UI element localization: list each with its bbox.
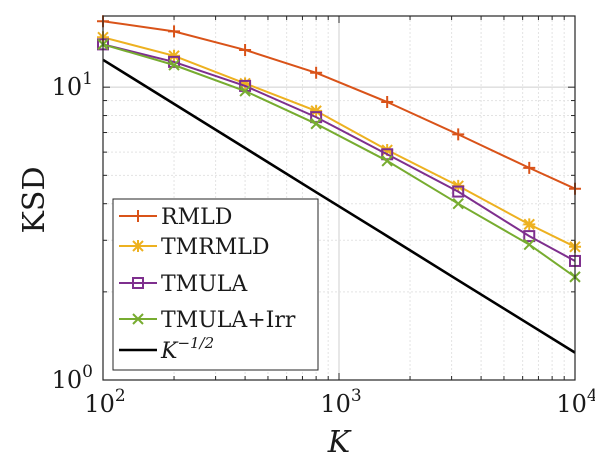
- tick-marks: [102, 16, 576, 381]
- data-point-square: [452, 185, 465, 198]
- data-point-x: [381, 155, 393, 167]
- data-point-plus: [168, 25, 181, 38]
- legend-label: TMRMLD: [161, 235, 270, 260]
- tick-labels: 102 103 104 100 101: [52, 69, 595, 418]
- series-line: [102, 58, 576, 354]
- legend-entry: K−1/2: [119, 334, 214, 364]
- series-rmld: [97, 15, 581, 195]
- data-point-star: [523, 218, 536, 231]
- x-tick-label: 104: [556, 386, 595, 418]
- data-point-plus: [452, 128, 465, 141]
- legend-entry: TMRMLD: [119, 235, 270, 260]
- series-tmula-irr: [97, 38, 581, 283]
- data-point-plus: [381, 95, 394, 108]
- series-line: [102, 20, 576, 190]
- legend-label: TMULA+Irr: [161, 308, 296, 333]
- data-point-x: [523, 238, 535, 251]
- data-point-plus: [310, 66, 323, 79]
- data-point-x: [132, 313, 144, 325]
- x-tick-label: 102: [84, 386, 125, 418]
- data-point-x: [452, 197, 464, 210]
- y-tick-label: 100: [52, 362, 93, 394]
- data-point-square: [168, 55, 181, 68]
- legend-label: K−1/2: [160, 334, 214, 364]
- legend-entry: TMULA+Irr: [119, 308, 296, 333]
- legend-label: TMULA: [161, 272, 248, 297]
- legend-entry: TMULA: [119, 272, 248, 297]
- series-layer: [97, 15, 581, 354]
- data-point-plus: [523, 161, 536, 174]
- y-tick-label: 101: [52, 69, 93, 101]
- series-line: [102, 43, 576, 262]
- series-tmula: [97, 38, 581, 267]
- x-axis-label: K: [327, 425, 352, 460]
- series-line: [102, 43, 576, 278]
- data-point-x: [239, 85, 251, 97]
- data-point-star: [132, 240, 144, 252]
- data-point-square: [310, 111, 323, 124]
- data-point-star: [168, 49, 181, 62]
- data-point-x: [310, 118, 322, 130]
- legend-entry: RMLD: [119, 205, 232, 230]
- data-point-star: [310, 104, 323, 117]
- data-point-star: [239, 77, 252, 90]
- legend-box: [112, 198, 319, 371]
- x-tick-label: 103: [320, 386, 361, 418]
- grid-lines: [103, 16, 575, 380]
- y-axis-label: KSD: [17, 166, 52, 233]
- legend-label: RMLD: [161, 205, 232, 230]
- data-point-square: [523, 230, 536, 243]
- data-point-plus: [132, 210, 144, 222]
- data-point-plus: [239, 43, 252, 56]
- data-point-x: [168, 59, 180, 71]
- data-point-square: [132, 277, 144, 289]
- series-line: [102, 36, 576, 248]
- series-k-1-2-: [102, 58, 576, 354]
- data-point-square: [381, 148, 394, 161]
